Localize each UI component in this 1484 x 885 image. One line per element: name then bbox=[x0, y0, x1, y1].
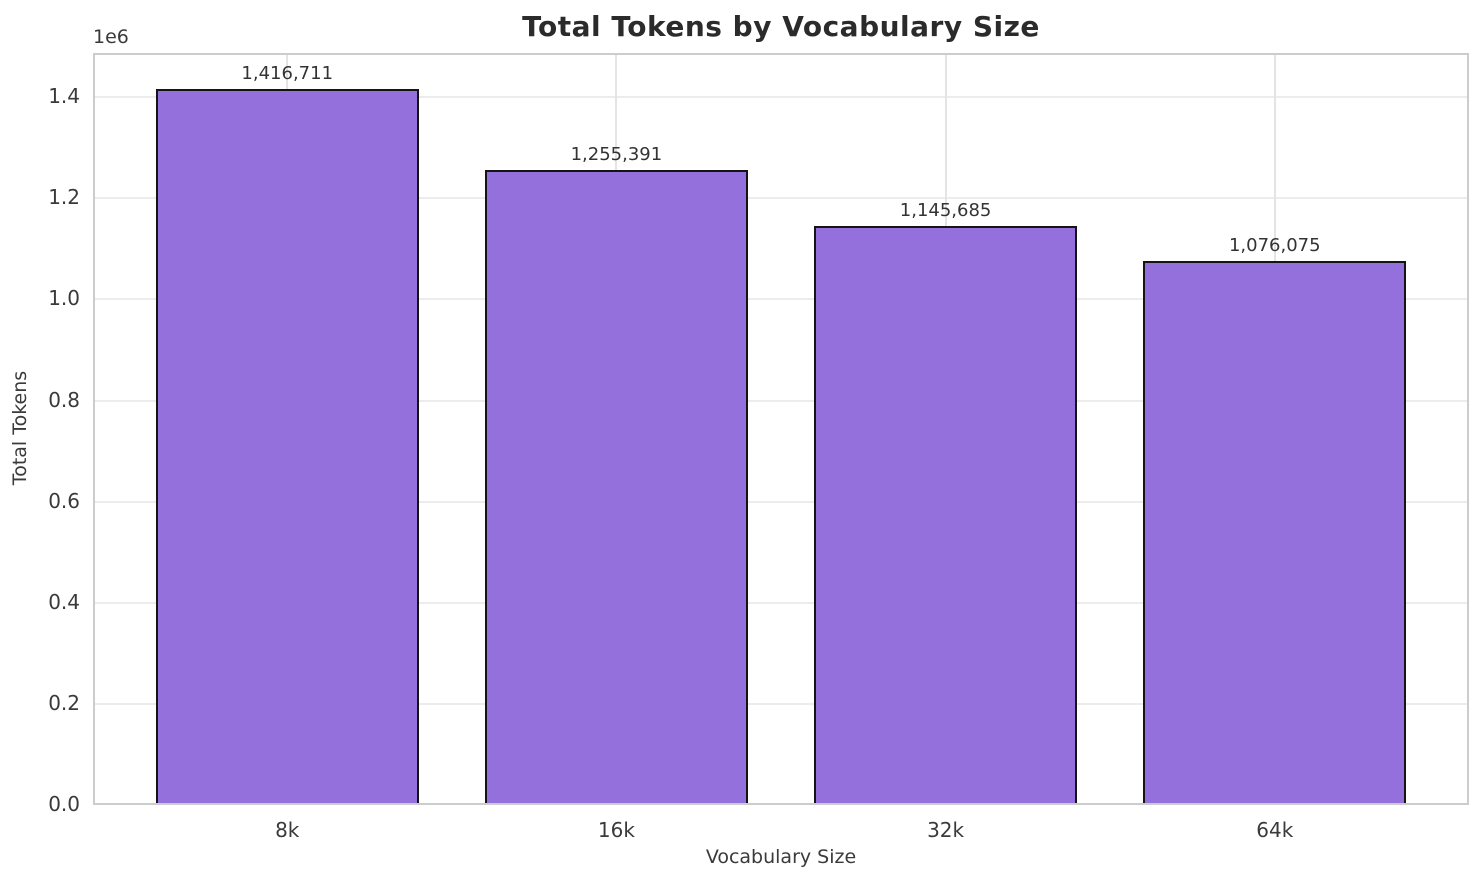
x-axis-label: Vocabulary Size bbox=[705, 846, 857, 868]
plot-area: 1,416,711 1,255,391 1,145,685 1,076,075 bbox=[93, 53, 1469, 805]
x-tick-label: 64k bbox=[1256, 818, 1294, 842]
y-tick-label: 1.2 bbox=[48, 185, 80, 210]
y-tick-label: 0.2 bbox=[48, 690, 80, 715]
y-tick-label: 0.6 bbox=[48, 488, 80, 513]
y-axis-offset-label: 1e6 bbox=[93, 26, 129, 48]
x-tick-label: 8k bbox=[275, 818, 300, 842]
y-tick-label: 0.4 bbox=[48, 589, 80, 614]
y-gridline bbox=[93, 197, 1469, 200]
y-tick-label: 1.0 bbox=[48, 286, 80, 311]
y-gridline bbox=[93, 399, 1469, 402]
y-gridline bbox=[93, 601, 1469, 604]
bar-8k bbox=[155, 88, 419, 805]
y-tick-label: 1.4 bbox=[48, 84, 80, 109]
bar-value-label: 1,145,685 bbox=[899, 199, 992, 221]
chart-title: Total Tokens by Vocabulary Size bbox=[522, 10, 1040, 43]
y-gridline bbox=[93, 96, 1469, 99]
bar-value-label: 1,076,075 bbox=[1228, 235, 1321, 256]
y-gridline bbox=[93, 298, 1469, 301]
bar-32k bbox=[813, 225, 1078, 805]
y-tick-label: 0.8 bbox=[48, 387, 80, 412]
y-gridline bbox=[93, 500, 1469, 503]
bar-value-label: 1,255,391 bbox=[570, 144, 663, 166]
bar-64k bbox=[1143, 261, 1407, 805]
y-tick-label: 0.0 bbox=[48, 792, 80, 816]
y-gridline bbox=[93, 702, 1469, 705]
bar-value-label: 1,416,711 bbox=[241, 62, 334, 84]
x-tick-label: 32k bbox=[927, 818, 965, 842]
bar-16k bbox=[484, 170, 749, 805]
x-tick-label: 16k bbox=[597, 818, 635, 842]
